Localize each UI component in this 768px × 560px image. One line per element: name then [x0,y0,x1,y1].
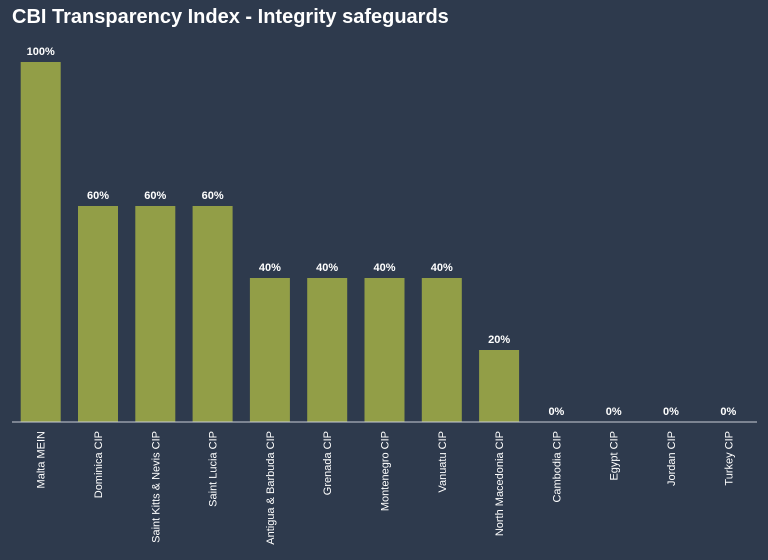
tick-label-egypt-cip: Egypt CIP [609,431,621,481]
data-label-dominica-cip: 60% [87,190,109,202]
data-label-jordan-cip: 0% [663,406,679,418]
data-label-saint-lucia-cip: 60% [202,190,224,202]
tick-label-saint-lucia-cip: Saint Lucia CIP [208,431,220,507]
bar-antigua-barbuda-cip [249,278,290,422]
tick-label-vanuatu-cip: Vanuatu CIP [437,431,449,493]
data-label-vanuatu-cip: 40% [431,262,453,274]
data-label-antigua-barbuda-cip: 40% [259,262,281,274]
bar-grenada-cip [307,278,348,422]
chart-title: CBI Transparency Index - Integrity safeg… [12,6,449,28]
tick-label-antigua-barbuda-cip: Antigua & Barbuda CIP [265,431,277,545]
tick-label-jordan-cip: Jordan CIP [666,431,678,486]
tick-label-cambodia-cip: Cambodia CIP [551,431,563,503]
bar-saint-lucia-cip [192,206,233,422]
bar-vanuatu-cip [421,278,462,422]
tick-label-montenegro-cip: Montenegro CIP [380,431,392,511]
bar-north-macedonia-cip [479,350,520,422]
data-label-north-macedonia-cip: 20% [488,334,510,346]
data-label-malta-mein: 100% [27,46,55,58]
data-label-turkey-cip: 0% [720,406,736,418]
tick-label-turkey-cip: Turkey CIP [723,431,735,486]
data-label-cambodia-cip: 0% [548,406,564,418]
tick-label-north-macedonia-cip: North Macedonia CIP [494,431,506,536]
data-label-montenegro-cip: 40% [373,262,395,274]
bar-dominica-cip [78,206,118,422]
tick-label-grenada-cip: Grenada CIP [322,431,334,495]
tick-label-malta-mein: Malta MEIN [36,431,48,489]
tick-label-saint-kitts-nevis-cip: Saint Kitts & Nevis CIP [150,431,162,543]
bar-montenegro-cip [364,278,405,422]
data-label-egypt-cip: 0% [606,406,622,418]
data-label-saint-kitts-nevis-cip: 60% [144,190,166,202]
bar-malta-mein [20,62,61,422]
tick-label-dominica-cip: Dominica CIP [93,431,105,498]
bar-saint-kitts-nevis-cip [135,206,176,422]
data-label-grenada-cip: 40% [316,262,338,274]
